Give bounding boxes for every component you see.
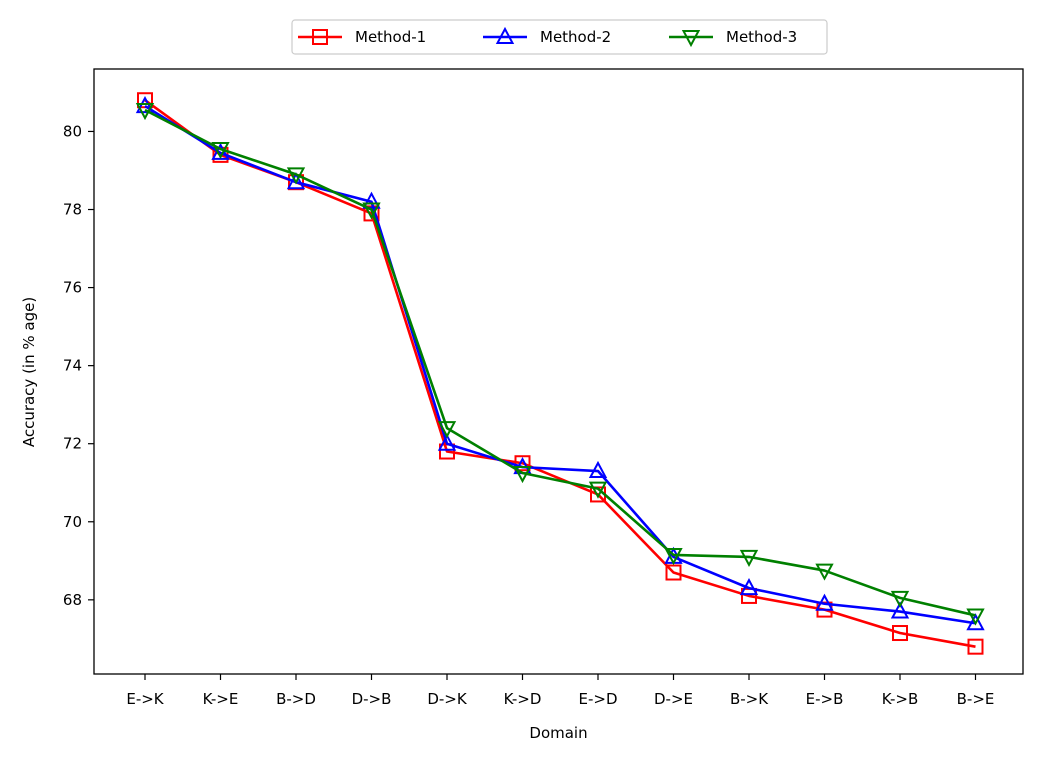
series-line bbox=[144, 108, 976, 617]
data-point bbox=[815, 593, 834, 611]
x-axis-label: Domain bbox=[529, 724, 587, 742]
legend-item: Method-1 bbox=[298, 28, 426, 46]
data-point bbox=[966, 613, 985, 631]
legend-box bbox=[291, 19, 828, 55]
data-point bbox=[437, 433, 457, 451]
x-tick-label: K->E bbox=[203, 690, 239, 708]
data-point bbox=[967, 638, 984, 655]
data-point bbox=[437, 421, 457, 439]
x-tick-label: E->K bbox=[126, 690, 164, 708]
x-tick-label: B->E bbox=[957, 690, 995, 708]
data-point bbox=[966, 608, 985, 626]
legend-marker bbox=[495, 26, 515, 44]
legend-item: Method-3 bbox=[669, 28, 797, 48]
data-point bbox=[665, 564, 682, 581]
data-point bbox=[514, 455, 531, 472]
data-point bbox=[739, 549, 759, 568]
data-point bbox=[211, 142, 230, 160]
y-tick-label: 78 bbox=[63, 201, 82, 219]
legend-marker bbox=[681, 30, 701, 48]
x-tick-label: K->D bbox=[504, 690, 542, 708]
data-point bbox=[362, 191, 381, 209]
y-tick-label: 68 bbox=[63, 591, 82, 609]
legend-label: Method-3 bbox=[726, 28, 797, 46]
legend-label: Method-2 bbox=[540, 28, 611, 46]
y-tick-label: 76 bbox=[63, 279, 82, 297]
data-point bbox=[890, 601, 910, 619]
legend: Method-1 Method-2 Method-3 bbox=[291, 19, 828, 55]
y-tick-label: 80 bbox=[63, 122, 82, 140]
y-axis-ticks: 68 70 72 74 76 78 80 bbox=[63, 122, 94, 609]
y-axis-label: Accuracy (in % age) bbox=[20, 297, 38, 447]
data-point bbox=[286, 167, 306, 185]
legend-item: Method-2 bbox=[483, 26, 611, 46]
data-point bbox=[362, 202, 381, 220]
x-tick-label: D->B bbox=[352, 690, 392, 708]
x-tick-label: B->K bbox=[730, 690, 769, 708]
data-point bbox=[892, 625, 908, 642]
x-tick-label: E->D bbox=[578, 690, 617, 708]
y-tick-label: 72 bbox=[63, 435, 82, 453]
data-point bbox=[664, 547, 683, 566]
data-point bbox=[890, 590, 910, 609]
data-point bbox=[739, 578, 759, 596]
data-point bbox=[363, 205, 380, 222]
series-line bbox=[144, 104, 976, 625]
data-point bbox=[135, 95, 155, 114]
y-tick-label: 70 bbox=[63, 513, 82, 531]
data-point bbox=[815, 563, 834, 581]
data-point bbox=[286, 172, 306, 190]
y-tick-label: 74 bbox=[63, 357, 82, 375]
legend-label: Method-1 bbox=[355, 28, 426, 46]
data-point bbox=[588, 481, 608, 499]
plot-layer bbox=[135, 92, 985, 655]
x-tick-label: D->E bbox=[654, 690, 693, 708]
x-tick-label: E->B bbox=[806, 690, 844, 708]
x-axis-ticks: E->K K->E B->D D->B D->K K->D E->D D->E B->K E->B… bbox=[126, 674, 994, 708]
data-point bbox=[135, 102, 155, 121]
x-tick-label: K->B bbox=[882, 690, 919, 708]
series-3 bbox=[135, 102, 985, 626]
x-tick-label: B->D bbox=[276, 690, 316, 708]
data-point bbox=[513, 465, 532, 484]
data-point bbox=[588, 460, 608, 479]
plot-frame bbox=[93, 68, 1024, 675]
legend-marker bbox=[312, 29, 328, 45]
x-tick-label: D->K bbox=[427, 690, 468, 708]
